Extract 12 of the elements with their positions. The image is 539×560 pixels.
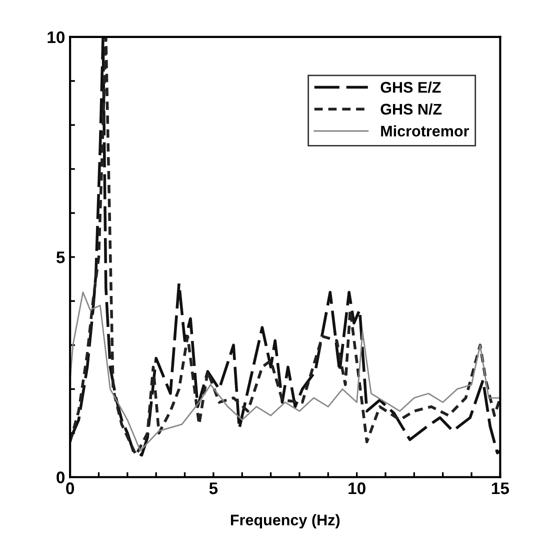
x-axis-title: Frequency (Hz) <box>230 514 340 528</box>
legend-label: GHS E/Z <box>380 82 441 93</box>
line-series <box>70 292 500 452</box>
y-tick-label: 0 <box>56 472 65 484</box>
x-tick-label: 10 <box>348 482 366 494</box>
y-tick-label: 10 <box>48 31 65 44</box>
y-tick-label: 5 <box>56 252 65 264</box>
legend-label: Microtremor <box>381 125 470 137</box>
x-tick-label: 0 <box>66 482 74 494</box>
legend-label: GHS N/Z <box>380 103 442 115</box>
x-tick-label: 15 <box>492 482 509 494</box>
x-tick-label: 5 <box>209 482 218 494</box>
